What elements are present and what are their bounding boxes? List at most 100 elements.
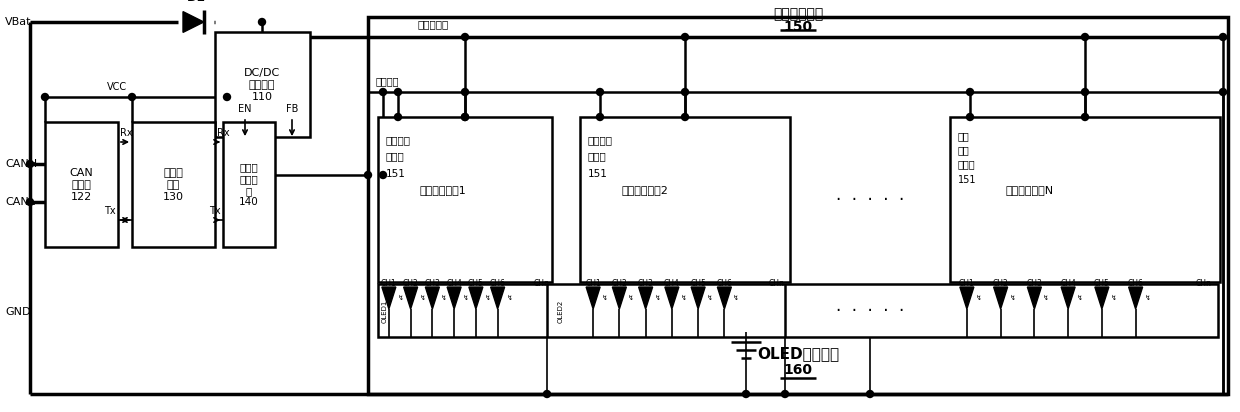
Text: ···: ··· xyxy=(1166,279,1173,288)
Text: Tx: Tx xyxy=(104,206,117,216)
Text: 线性恒流模块: 线性恒流模块 xyxy=(773,7,823,21)
Text: ↯: ↯ xyxy=(1145,295,1151,301)
Text: ↯: ↯ xyxy=(1078,295,1083,301)
Text: CH4: CH4 xyxy=(446,279,463,288)
Text: 线性恒流芯片2: 线性恒流芯片2 xyxy=(621,185,668,195)
Circle shape xyxy=(781,391,789,398)
Text: CHn: CHn xyxy=(769,279,785,288)
Circle shape xyxy=(682,89,688,96)
Text: CH2: CH2 xyxy=(611,279,627,288)
Polygon shape xyxy=(587,287,600,309)
Polygon shape xyxy=(1028,287,1042,309)
Circle shape xyxy=(26,199,33,206)
Text: DC/DC
恒压模块
110: DC/DC 恒压模块 110 xyxy=(244,68,280,102)
Text: 收发器: 收发器 xyxy=(959,159,976,169)
Bar xyxy=(223,122,275,247)
Text: OLED屏体光源: OLED屏体光源 xyxy=(756,346,839,361)
Text: FB: FB xyxy=(285,104,298,114)
Circle shape xyxy=(394,89,402,96)
Text: 151: 151 xyxy=(386,169,405,179)
Text: 150: 150 xyxy=(784,20,812,34)
Text: ···: ··· xyxy=(746,279,754,288)
Text: ↯: ↯ xyxy=(681,295,687,301)
Text: CAN
收发器
122: CAN 收发器 122 xyxy=(69,169,93,201)
Text: ↯: ↯ xyxy=(655,295,661,301)
Polygon shape xyxy=(665,287,678,309)
Text: GND: GND xyxy=(5,307,31,317)
Circle shape xyxy=(966,113,973,120)
Bar xyxy=(45,122,118,247)
Text: 第一内
部收发
器
140: 第一内 部收发 器 140 xyxy=(239,163,259,207)
Text: 160: 160 xyxy=(784,363,812,377)
Text: ↯: ↯ xyxy=(398,295,404,301)
Text: CH5: CH5 xyxy=(691,279,706,288)
Circle shape xyxy=(129,94,135,101)
Circle shape xyxy=(41,94,48,101)
Text: 内部: 内部 xyxy=(959,145,970,155)
Text: ↯: ↯ xyxy=(485,295,491,301)
Circle shape xyxy=(1219,89,1226,96)
Text: CH2: CH2 xyxy=(403,279,419,288)
Circle shape xyxy=(26,161,33,168)
Text: ↯: ↯ xyxy=(419,295,425,301)
Polygon shape xyxy=(691,287,706,309)
Text: CH6: CH6 xyxy=(717,279,733,288)
Text: 线性恒流芯片1: 线性恒流芯片1 xyxy=(419,185,466,195)
Text: CHn: CHn xyxy=(1195,279,1211,288)
Text: CH1: CH1 xyxy=(381,279,397,288)
Text: ↯: ↯ xyxy=(1043,295,1049,301)
Polygon shape xyxy=(613,287,626,309)
Text: VCC: VCC xyxy=(107,82,126,92)
Text: D1: D1 xyxy=(186,0,206,4)
Circle shape xyxy=(1081,113,1089,120)
Circle shape xyxy=(461,113,469,120)
Circle shape xyxy=(223,94,231,101)
Text: CH3: CH3 xyxy=(1027,279,1043,288)
Text: ↯: ↯ xyxy=(463,295,469,301)
Text: 差分总线: 差分总线 xyxy=(376,76,399,86)
Circle shape xyxy=(461,113,469,120)
Circle shape xyxy=(461,33,469,40)
Text: CH5: CH5 xyxy=(467,279,484,288)
Circle shape xyxy=(596,113,604,120)
Text: 收发器: 收发器 xyxy=(386,151,404,161)
Text: CH3: CH3 xyxy=(424,279,440,288)
Text: ↯: ↯ xyxy=(1009,295,1016,301)
Polygon shape xyxy=(1128,287,1142,309)
Bar xyxy=(215,32,310,137)
Circle shape xyxy=(258,19,265,26)
Circle shape xyxy=(461,89,469,96)
Polygon shape xyxy=(469,287,482,309)
Text: ↯: ↯ xyxy=(507,295,512,301)
Text: CH1: CH1 xyxy=(585,279,601,288)
Circle shape xyxy=(743,391,749,398)
Text: 151: 151 xyxy=(959,175,977,185)
Polygon shape xyxy=(639,287,652,309)
Text: CH6: CH6 xyxy=(1127,279,1143,288)
Text: ↯: ↯ xyxy=(441,295,448,301)
Text: ↯: ↯ xyxy=(603,295,608,301)
Polygon shape xyxy=(425,287,439,309)
Text: ↯: ↯ xyxy=(629,295,634,301)
Text: ·  ·  ·  ·  ·: · · · · · xyxy=(836,302,904,320)
Text: ·  ·  ·  ·  ·: · · · · · xyxy=(836,191,904,209)
Text: ···: ··· xyxy=(516,279,523,288)
Polygon shape xyxy=(382,287,396,309)
Circle shape xyxy=(379,171,387,178)
Text: EN: EN xyxy=(238,104,252,114)
Text: CH4: CH4 xyxy=(663,279,680,288)
Text: CH1: CH1 xyxy=(959,279,975,288)
Text: 微处理
模块
130: 微处理 模块 130 xyxy=(162,169,184,201)
Circle shape xyxy=(1219,33,1226,40)
Text: ↯: ↯ xyxy=(1111,295,1117,301)
Text: Rx: Rx xyxy=(217,128,229,138)
Circle shape xyxy=(682,113,688,120)
Polygon shape xyxy=(993,287,1008,309)
Polygon shape xyxy=(184,12,203,33)
Text: 第二内部: 第二内部 xyxy=(386,135,410,145)
Text: VBat: VBat xyxy=(5,17,31,27)
Circle shape xyxy=(379,89,387,96)
Bar xyxy=(580,117,790,282)
Text: OLED1: OLED1 xyxy=(382,299,388,323)
Bar xyxy=(378,284,1218,337)
